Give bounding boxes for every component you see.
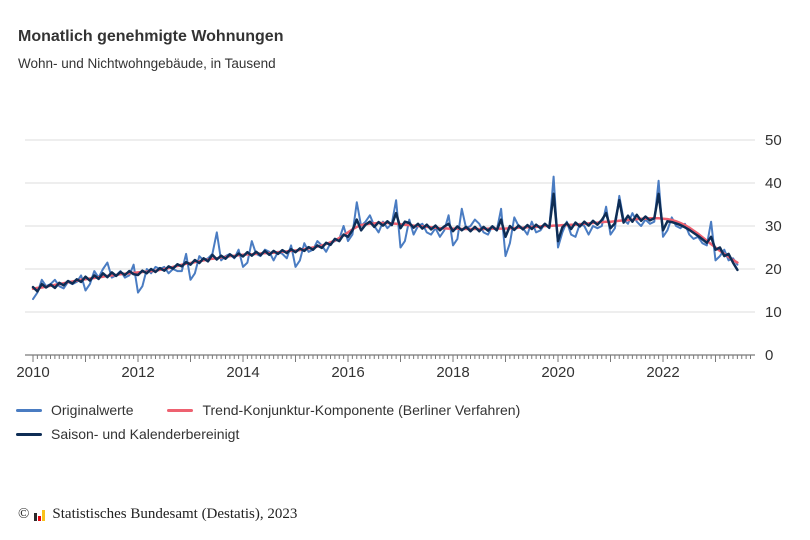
y-axis-label: 30	[765, 218, 782, 235]
x-axis-label: 2016	[331, 364, 364, 381]
legend-label: Trend-Konjunktur-Komponente (Berliner Ve…	[202, 402, 521, 418]
y-axis-label: 0	[765, 347, 773, 364]
legend-row: Saison- und Kalenderbereinigt	[16, 422, 554, 446]
x-axis-label: 2020	[541, 364, 574, 381]
y-axis-label: 40	[765, 175, 782, 192]
page-subtitle: Wohn- und Nichtwohngebäude, in Tausend	[18, 56, 276, 71]
series-line	[31, 217, 739, 291]
y-axis-label: 20	[765, 261, 782, 278]
page-title: Monatlich genehmigte Wohnungen	[18, 28, 284, 45]
y-axis-label: 10	[765, 304, 782, 321]
source-attribution: © Statistisches Bundesamt (Destatis), 20…	[18, 506, 297, 523]
legend-item-originalwerte: Originalwerte	[16, 402, 133, 418]
legend-item-saisonbereinigt: Saison- und Kalenderbereinigt	[16, 426, 239, 442]
x-axis-label: 2018	[436, 364, 469, 381]
x-axis-label: 2014	[226, 364, 259, 381]
copyright-symbol: ©	[18, 506, 30, 522]
y-axis-label: 50	[765, 132, 782, 149]
chart-legend: Originalwerte Trend-Konjunktur-Komponent…	[16, 398, 554, 446]
legend-swatch-saisonbereinigt-icon	[16, 432, 42, 436]
legend-item-trend: Trend-Konjunktur-Komponente (Berliner Ve…	[167, 402, 520, 418]
source-text: Statistisches Bundesamt (Destatis), 2023	[52, 506, 298, 522]
x-axis-label: 2022	[646, 364, 679, 381]
legend-label: Saison- und Kalenderbereinigt	[51, 426, 240, 442]
destatis-logo-icon	[34, 509, 46, 521]
legend-swatch-trend-icon	[167, 408, 194, 412]
x-axis-label: 2010	[16, 364, 49, 381]
series-line	[31, 192, 739, 293]
series-line	[32, 175, 739, 301]
legend-row: Originalwerte Trend-Konjunktur-Komponent…	[16, 398, 554, 422]
legend-swatch-originalwerte-icon	[16, 408, 42, 412]
x-axis-label: 2012	[121, 364, 154, 381]
legend-label: Originalwerte	[51, 402, 134, 418]
